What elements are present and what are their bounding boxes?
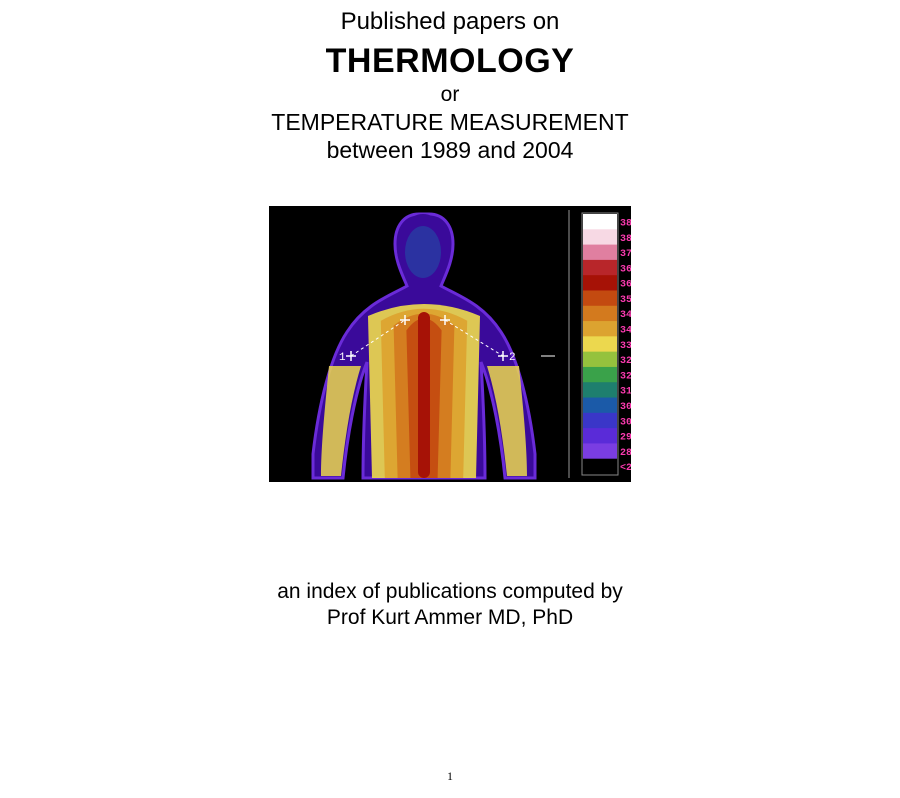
document-page: Published papers on THERMOLOGY or TEMPER…	[0, 8, 900, 798]
thermogram-figure: 1 2 38.9 38.2 37.5 36.8 36.2 35.5 34.8 34.1 33.5 32…	[269, 206, 631, 482]
svg-text:<28.0: <28.0	[620, 463, 631, 474]
svg-text:31.4: 31.4	[620, 387, 631, 398]
svg-text:38.2: 38.2	[620, 234, 631, 245]
title-line-1: Published papers on	[0, 8, 900, 36]
svg-text:30.7: 30.7	[620, 402, 631, 413]
svg-text:36.8: 36.8	[620, 264, 631, 275]
svg-text:2: 2	[509, 352, 516, 364]
title-line-5: between 1989 and 2004	[0, 137, 900, 164]
title-line-3: or	[0, 83, 900, 107]
svg-text:1: 1	[339, 352, 346, 364]
svg-text:29.3: 29.3	[620, 433, 631, 444]
svg-text:30.0: 30.0	[620, 417, 631, 428]
title-line-2: THERMOLOGY	[0, 42, 900, 81]
title-line-4: TEMPERATURE MEASUREMENT	[0, 109, 900, 136]
page-number: 1	[0, 769, 900, 784]
svg-text:37.5: 37.5	[620, 249, 631, 260]
svg-text:33.5: 33.5	[620, 341, 631, 352]
svg-text:32.1: 32.1	[620, 371, 631, 382]
svg-text:34.1: 34.1	[620, 326, 631, 337]
svg-text:34.8: 34.8	[620, 310, 631, 321]
svg-text:32.8: 32.8	[620, 356, 631, 367]
credit-line-1: an index of publications computed by	[0, 580, 900, 604]
svg-text:28.7: 28.7	[620, 448, 631, 459]
svg-text:35.5: 35.5	[620, 295, 631, 306]
thermogram-svg: 1 2 38.9 38.2 37.5 36.8 36.2 35.5 34.8 34.1 33.5 32…	[269, 206, 631, 482]
credit-line-2: Prof Kurt Ammer MD, PhD	[0, 606, 900, 630]
svg-text:38.9: 38.9	[620, 218, 631, 229]
svg-text:36.2: 36.2	[620, 280, 631, 291]
